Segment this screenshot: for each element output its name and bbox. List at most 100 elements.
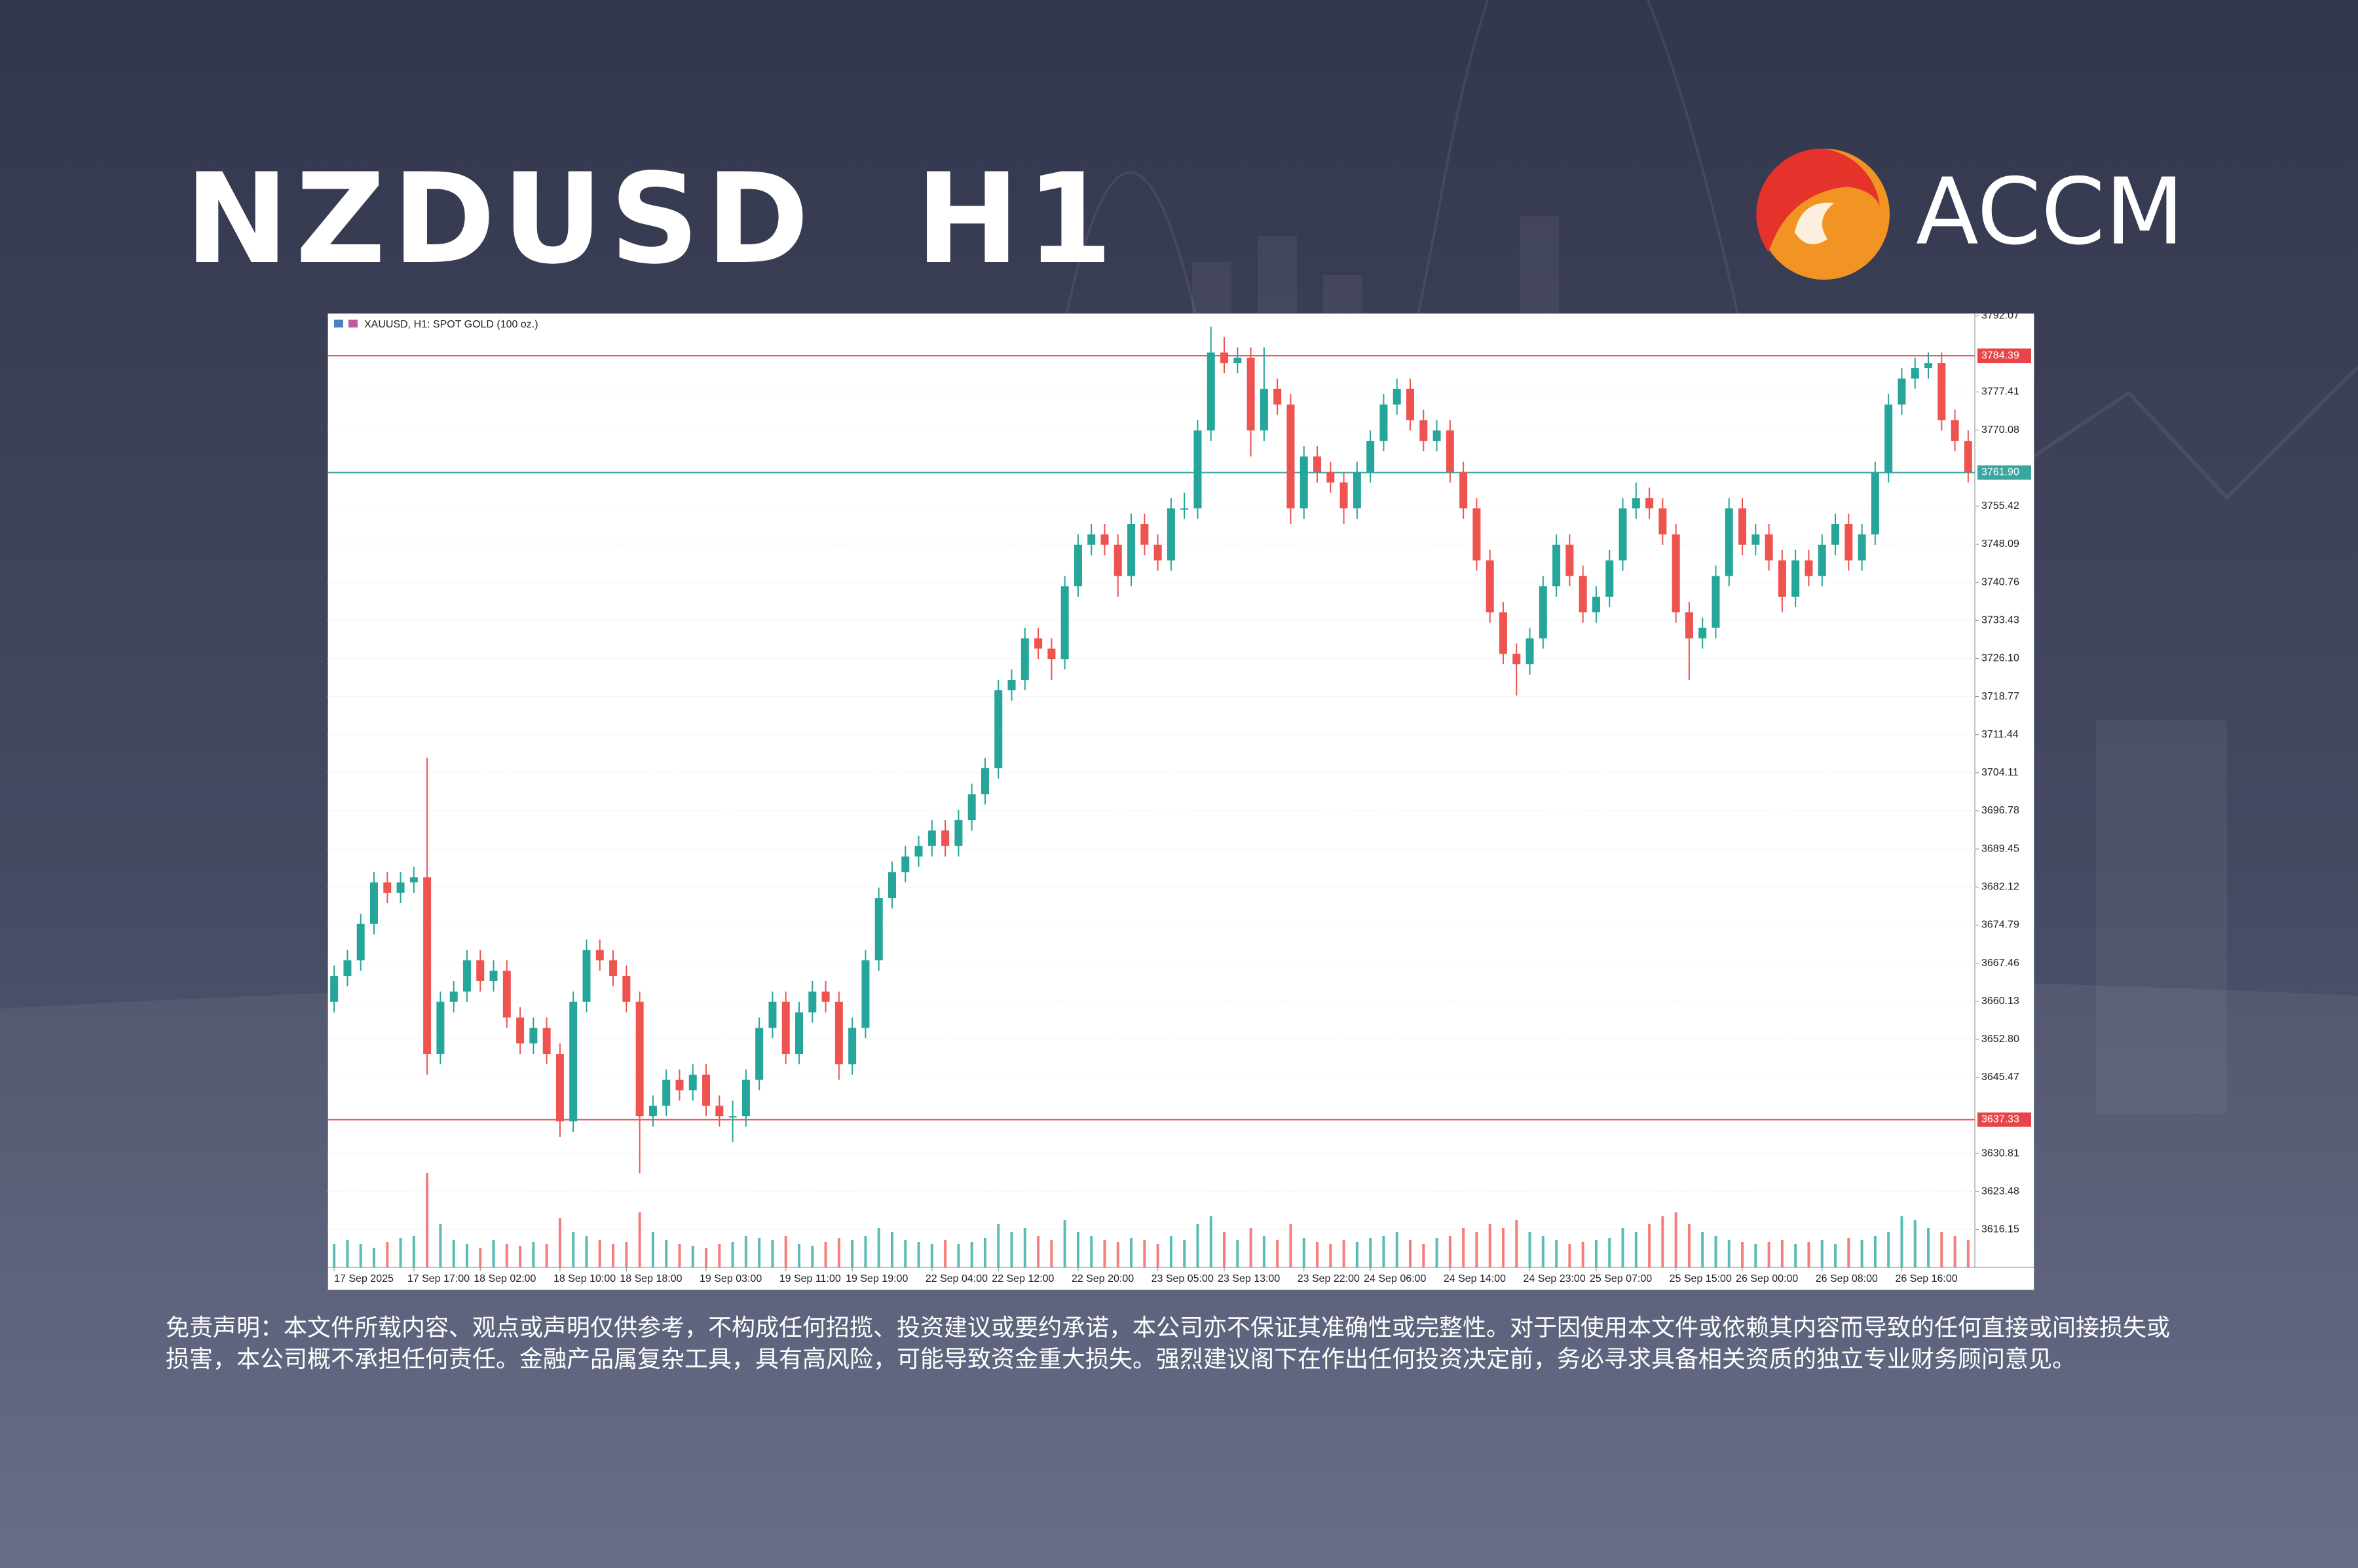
candle-body [662,1079,671,1106]
level-tag [1977,1112,2031,1127]
y-tick-label: 3726.10 [1981,653,2019,664]
volume-bar [1076,1232,1079,1267]
volume-bar [1249,1228,1252,1267]
candle-body [1127,524,1136,576]
y-tick-label: 3704.11 [1981,767,2019,778]
candle-body [595,950,604,961]
candle-body [781,1001,790,1055]
candle-body [1087,534,1096,545]
volume-bar [824,1242,827,1267]
candle-body [396,882,405,893]
volume-bar [1050,1240,1053,1267]
volume-bar [665,1240,668,1267]
x-tick-label: 17 Sep 2025 [334,1273,394,1284]
candle-body [848,1028,857,1064]
level-tag [1977,348,2031,364]
volume-bar [731,1242,734,1267]
level-label: 3761.90 [1981,467,2019,478]
volume-bar [691,1246,694,1267]
candle-body [1619,508,1627,561]
volume-bar [1581,1242,1584,1267]
volume-bar [399,1238,402,1267]
volume-bar [1010,1232,1013,1267]
level-label: 3637.33 [1981,1114,2019,1125]
candle-body [1592,597,1600,612]
candle-body [702,1074,711,1106]
x-tick-label: 23 Sep 05:00 [1151,1273,1214,1284]
chart-frame [328,313,2034,1290]
candle-body [1844,524,1853,561]
candle-body [1552,544,1561,587]
candle-body [1486,560,1494,612]
candle-body [1738,508,1747,545]
candle-body [462,960,471,992]
candle-body [1034,638,1043,649]
x-tick-label: 23 Sep 13:00 [1218,1273,1280,1284]
volume-bar [1063,1220,1066,1267]
candle-body [1712,576,1720,628]
volume-bar [1183,1240,1186,1267]
x-tick-label: 26 Sep 08:00 [1816,1273,1878,1284]
volume-bar [705,1248,708,1267]
volume-bar [917,1242,920,1267]
candle-body [1446,430,1454,472]
volume-bar [1953,1236,1956,1267]
candle-body [343,960,352,977]
volume-bar [837,1238,840,1267]
candle-body [874,898,883,961]
volume-bar [1501,1228,1505,1267]
candle-body [1579,576,1587,612]
y-tick-label: 3652.80 [1981,1034,2019,1045]
candle-body [927,830,936,846]
volume-bar [1223,1232,1226,1267]
y-tick-label: 3718.77 [1981,691,2019,702]
candle-body [755,1028,764,1080]
y-tick-label: 3630.81 [1981,1148,2019,1159]
volume-bar [1369,1238,1372,1267]
candle-body [967,794,976,821]
volume-bar [1714,1236,1717,1267]
title: NZDUSD H1 [185,147,1119,291]
volume-bar [612,1244,615,1267]
volume-bar [1621,1228,1624,1267]
candle-body [1260,388,1268,431]
candle-body [1499,612,1507,654]
candle-body [1751,534,1760,545]
candle-body [1805,560,1813,576]
candle-body [582,950,591,1002]
volume-bar [744,1236,747,1267]
logo: ACCM [1756,148,2184,280]
candle-body [1167,508,1175,561]
volume-bar [1820,1240,1824,1267]
candle-body [449,991,458,1002]
level-tag [1977,465,2031,480]
candle-body [1818,544,1826,576]
level-label: 3784.39 [1981,350,2019,361]
candle-body [1233,358,1242,364]
y-tick-label: 3689.45 [1981,843,2019,854]
volume-bar [333,1244,336,1267]
candle-body [1140,524,1149,545]
volume-bar [718,1244,721,1267]
volume-bar [771,1240,774,1267]
x-tick-label: 19 Sep 11:00 [779,1273,841,1284]
candle-body [1047,648,1056,660]
volume-bar [1568,1244,1571,1267]
volume-bar [412,1236,415,1267]
y-tick-label: 3733.43 [1981,615,2019,626]
volume-bar [519,1246,522,1267]
logo-swoosh [1756,148,1880,252]
candle-body [1193,430,1202,509]
y-tick-label: 3696.78 [1981,805,2019,816]
candle-body [1246,358,1255,431]
candle-body [383,882,392,893]
candle-body [1658,508,1667,534]
candle-body [1525,638,1534,665]
volume-bar [545,1244,548,1267]
candle-body [1884,404,1893,472]
volume-bar [532,1242,535,1267]
volume-bar [811,1246,814,1267]
candle-body [555,1054,564,1122]
candle-body [1007,679,1016,690]
